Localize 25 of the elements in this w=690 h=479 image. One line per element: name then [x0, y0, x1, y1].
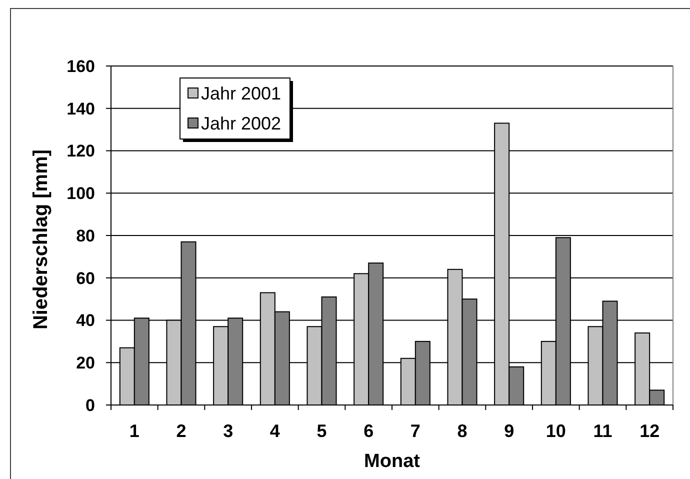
y-tick-label: 120	[66, 142, 95, 161]
x-tick-label: 6	[364, 421, 374, 441]
x-tick-label: 11	[593, 421, 612, 441]
y-tick-label: 100	[66, 184, 95, 204]
x-tick-label: 10	[546, 421, 566, 441]
x-tick-label: 7	[410, 421, 420, 441]
y-tick-label: 80	[76, 226, 95, 246]
y-tick-label: 20	[76, 354, 95, 373]
x-tick-label: 9	[504, 421, 514, 441]
x-tick-label: 2	[176, 421, 186, 441]
x-axis-title: Monat	[364, 451, 421, 472]
x-tick-label: 12	[640, 421, 660, 441]
y-tick-label: 0	[86, 396, 95, 415]
x-tick-label: 4	[270, 421, 280, 441]
x-tick-label: 8	[457, 421, 468, 441]
y-tick-label: 140	[66, 99, 95, 118]
y-tick-label: 160	[66, 56, 95, 76]
y-axis-title: Niederschlag [mm]	[30, 149, 52, 330]
x-tick-label: 1	[129, 421, 140, 441]
legend-label: Jahr 2002	[201, 113, 282, 134]
legend-label: Jahr 2001	[201, 83, 282, 104]
y-tick-label: 40	[76, 311, 95, 330]
y-tick-label: 60	[76, 268, 95, 288]
x-tick-label: 5	[316, 421, 327, 441]
x-tick-label: 3	[223, 421, 234, 441]
